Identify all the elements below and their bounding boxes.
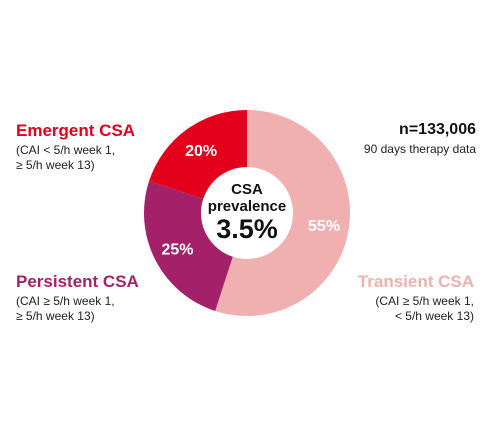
center-line-1: CSA	[231, 181, 263, 198]
transient-csa-desc-2: < 5/h week 13)	[394, 309, 474, 324]
transient-csa-label: Transient CSA (CAI ≥ 5/h week 1, < 5/h w…	[358, 271, 474, 324]
center-line-2: prevalence	[208, 198, 286, 215]
transient-csa-desc-1: (CAI ≥ 5/h week 1,	[375, 294, 474, 309]
persistent-csa-desc-2: ≥ 5/h week 13)	[16, 309, 95, 324]
persistent-csa-title: Persistent CSA	[16, 272, 139, 291]
sample-size: n=133,006	[399, 121, 476, 138]
emergent-csa-title: Emergent CSA	[16, 121, 136, 140]
transient-slice-label: 55%	[308, 218, 340, 235]
transient-csa-title: Transient CSA	[357, 272, 474, 291]
center-prevalence-value: 3.5%	[216, 214, 278, 244]
persistent-csa-label: Persistent CSA (CAI ≥ 5/h week 1, ≥ 5/h …	[16, 271, 139, 324]
emergent-csa-desc-1: (CAI < 5/h week 1,	[16, 143, 116, 158]
emergent-csa-label: Emergent CSA (CAI < 5/h week 1, ≥ 5/h we…	[16, 120, 135, 173]
persistent-slice-label: 25%	[161, 241, 193, 258]
emergent-csa-desc-2: ≥ 5/h week 13)	[16, 158, 95, 173]
persistent-csa-desc-1: (CAI ≥ 5/h week 1,	[16, 294, 115, 309]
center-hole	[201, 167, 293, 259]
sample-size-block: n=133,006 90 days therapy data	[364, 120, 476, 157]
emergent-slice-label: 20%	[185, 143, 217, 160]
therapy-data-note: 90 days therapy data	[363, 142, 476, 156]
